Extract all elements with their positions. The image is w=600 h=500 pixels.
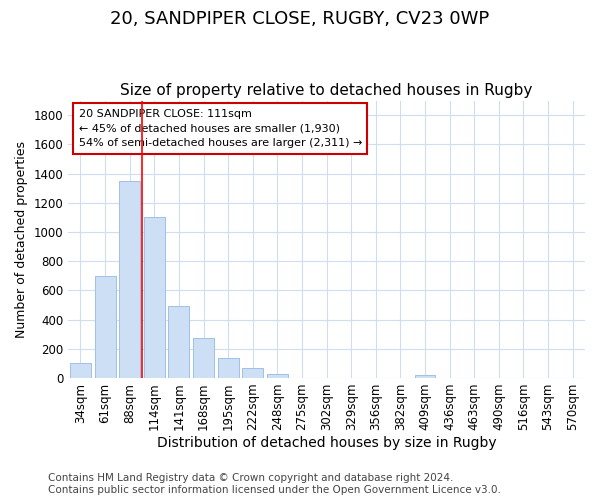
- Bar: [267, 374, 288, 378]
- Bar: [144, 218, 165, 378]
- Bar: [70, 364, 91, 378]
- Text: 20, SANDPIPER CLOSE, RUGBY, CV23 0WP: 20, SANDPIPER CLOSE, RUGBY, CV23 0WP: [110, 10, 490, 28]
- Text: Contains HM Land Registry data © Crown copyright and database right 2024.
Contai: Contains HM Land Registry data © Crown c…: [48, 474, 501, 495]
- Bar: [95, 276, 116, 378]
- Bar: [242, 368, 263, 378]
- Bar: [193, 338, 214, 378]
- Bar: [218, 358, 239, 378]
- Bar: [119, 181, 140, 378]
- Text: 20 SANDPIPER CLOSE: 111sqm
← 45% of detached houses are smaller (1,930)
54% of s: 20 SANDPIPER CLOSE: 111sqm ← 45% of deta…: [79, 109, 362, 148]
- Y-axis label: Number of detached properties: Number of detached properties: [15, 141, 28, 338]
- Bar: [415, 375, 436, 378]
- X-axis label: Distribution of detached houses by size in Rugby: Distribution of detached houses by size …: [157, 436, 496, 450]
- Title: Size of property relative to detached houses in Rugby: Size of property relative to detached ho…: [121, 83, 533, 98]
- Bar: [169, 306, 190, 378]
